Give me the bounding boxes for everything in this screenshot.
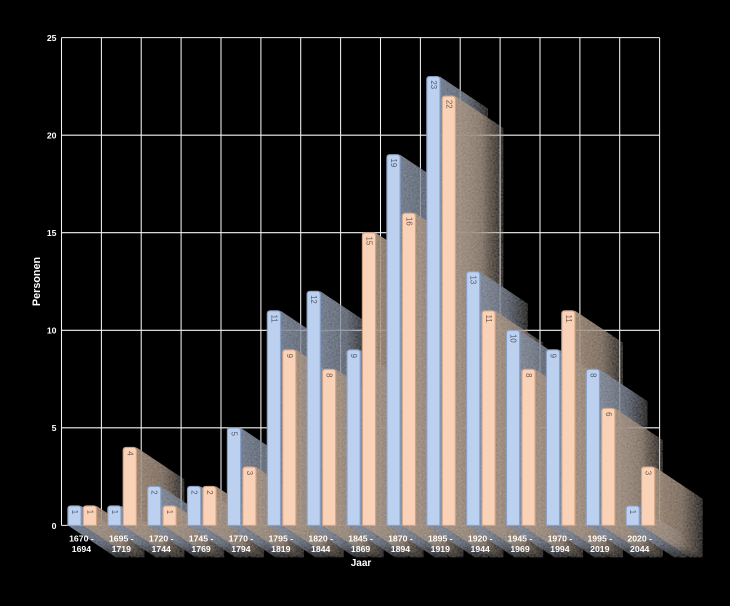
svg-text:9: 9 [349, 354, 358, 358]
svg-text:9: 9 [549, 354, 558, 358]
svg-text:1: 1 [165, 510, 174, 514]
svg-text:Jaar: Jaar [351, 558, 372, 569]
svg-text:1745 -: 1745 - [189, 533, 214, 543]
svg-text:13: 13 [469, 276, 478, 285]
svg-text:1869: 1869 [351, 544, 370, 554]
svg-text:1944: 1944 [471, 544, 490, 554]
svg-text:1720 -: 1720 - [149, 533, 174, 543]
svg-text:1970 -: 1970 - [548, 533, 573, 543]
svg-text:3: 3 [644, 471, 653, 475]
svg-text:1694: 1694 [72, 544, 91, 554]
svg-text:1769: 1769 [191, 544, 210, 554]
svg-text:Personen: Personen [31, 257, 43, 306]
svg-text:5: 5 [230, 432, 239, 437]
svg-text:15: 15 [47, 228, 57, 238]
svg-text:1920 -: 1920 - [468, 533, 493, 543]
svg-text:16: 16 [404, 217, 413, 226]
svg-text:23: 23 [429, 80, 438, 89]
svg-text:1895 -: 1895 - [428, 533, 453, 543]
svg-text:2019: 2019 [590, 544, 609, 554]
svg-text:1894: 1894 [391, 544, 410, 554]
svg-text:2020 -: 2020 - [627, 533, 652, 543]
svg-text:19: 19 [389, 159, 398, 168]
svg-text:1969: 1969 [510, 544, 529, 554]
svg-text:1: 1 [110, 510, 119, 514]
svg-text:8: 8 [524, 373, 533, 377]
svg-text:1: 1 [85, 510, 94, 514]
svg-text:1744: 1744 [152, 544, 171, 554]
svg-text:3: 3 [245, 471, 254, 475]
svg-text:1670 -: 1670 - [69, 533, 94, 543]
svg-text:10: 10 [509, 334, 518, 343]
svg-text:11: 11 [269, 315, 278, 323]
svg-text:1770 -: 1770 - [229, 533, 254, 543]
svg-text:22: 22 [444, 100, 453, 109]
svg-text:25: 25 [47, 33, 57, 43]
svg-text:1820 -: 1820 - [308, 533, 333, 543]
svg-text:1845 -: 1845 - [348, 533, 373, 543]
svg-text:1995 -: 1995 - [587, 533, 612, 543]
svg-text:2: 2 [205, 490, 214, 494]
svg-text:1844: 1844 [311, 544, 330, 554]
svg-text:1819: 1819 [271, 544, 290, 554]
svg-text:20: 20 [47, 131, 57, 141]
svg-text:8: 8 [325, 373, 334, 377]
svg-text:0: 0 [52, 521, 57, 531]
svg-text:11: 11 [484, 315, 493, 323]
svg-text:6: 6 [604, 412, 613, 416]
svg-text:1795 -: 1795 - [268, 533, 293, 543]
svg-text:11: 11 [564, 315, 573, 323]
svg-text:1919: 1919 [431, 544, 450, 554]
svg-text:9: 9 [285, 354, 294, 358]
svg-text:1: 1 [70, 510, 79, 514]
svg-text:1870 -: 1870 - [388, 533, 413, 543]
svg-text:1695 -: 1695 - [109, 533, 134, 543]
svg-text:1945 -: 1945 - [508, 533, 533, 543]
svg-text:2: 2 [150, 490, 159, 494]
svg-text:1994: 1994 [550, 544, 569, 554]
svg-text:8: 8 [588, 373, 597, 377]
svg-text:4: 4 [125, 451, 134, 456]
svg-text:15: 15 [365, 237, 374, 246]
svg-text:12: 12 [309, 295, 318, 304]
svg-text:1: 1 [628, 510, 637, 514]
svg-text:2: 2 [190, 490, 199, 494]
svg-text:2044: 2044 [630, 544, 649, 554]
svg-text:5: 5 [52, 423, 57, 433]
svg-text:1794: 1794 [231, 544, 250, 554]
svg-text:10: 10 [47, 326, 57, 336]
svg-text:1719: 1719 [112, 544, 131, 554]
